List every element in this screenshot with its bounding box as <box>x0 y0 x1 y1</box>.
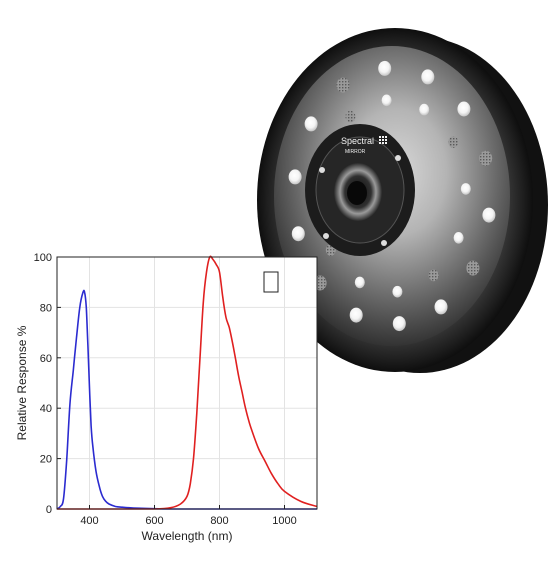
led <box>378 60 392 76</box>
spectral-response-chart: 400 600 800 1000 0 20 40 60 80 100 Wavelength (n… <box>15 252 318 543</box>
led <box>349 307 363 323</box>
led <box>392 285 403 298</box>
y-tick-label: 80 <box>40 302 52 314</box>
led <box>460 183 471 195</box>
mesh-port <box>428 269 439 282</box>
led <box>421 69 435 85</box>
y-tick-label: 0 <box>46 504 52 516</box>
inset-marker-box <box>263 271 279 293</box>
hub-screw <box>319 167 325 173</box>
x-axis-title: Wavelength (nm) <box>142 529 233 543</box>
x-tick-label: 400 <box>80 515 98 527</box>
led <box>288 169 302 185</box>
y-tick-label: 60 <box>40 353 52 365</box>
mesh-port <box>448 136 459 148</box>
x-tick-label: 600 <box>145 515 163 527</box>
x-tick-label: 800 <box>210 515 228 527</box>
x-axis-ticks: 400 600 800 1000 <box>80 505 297 527</box>
hub-screw <box>381 240 387 246</box>
plot-frame <box>56 256 318 510</box>
y-tick-label: 40 <box>40 403 52 415</box>
device-lens-core <box>347 181 367 205</box>
led <box>453 232 464 244</box>
ring-light-device-photo: Spectral MIRROR <box>257 28 548 373</box>
led <box>354 276 365 289</box>
mesh-port <box>345 110 356 123</box>
brand-logo-grid <box>379 136 387 144</box>
mesh-port <box>336 77 350 93</box>
led <box>482 207 496 223</box>
y-axis-title: Relative Response % <box>15 325 29 440</box>
led <box>457 101 471 117</box>
device-brand-label: Spectral <box>341 136 374 146</box>
series-line-red <box>56 255 318 510</box>
mesh-port <box>479 150 493 166</box>
device-brand-sublabel: MIRROR <box>345 149 366 155</box>
y-tick-label: 100 <box>34 252 52 264</box>
y-axis-ticks: 0 20 40 60 80 100 <box>34 252 61 516</box>
mesh-port <box>466 260 480 276</box>
led <box>392 316 406 332</box>
y-tick-label: 20 <box>40 454 52 466</box>
led <box>434 299 448 315</box>
x-tick-label: 1000 <box>272 515 296 527</box>
hub-screw <box>395 155 401 161</box>
led <box>304 116 318 132</box>
hub-screw <box>323 233 329 239</box>
led <box>291 226 305 242</box>
led <box>419 103 430 116</box>
led <box>381 94 392 107</box>
plot-background <box>57 257 317 509</box>
